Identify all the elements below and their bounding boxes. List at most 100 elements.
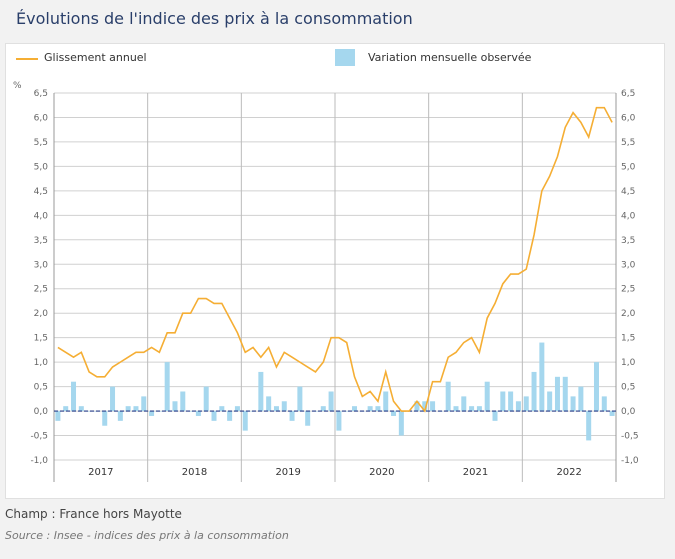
bar-monthly-variation	[289, 411, 295, 421]
legend-bar-swatch	[335, 49, 355, 66]
y-tick-left: 3,0	[34, 260, 49, 270]
bar-monthly-variation	[430, 401, 436, 412]
bar-monthly-variation	[63, 406, 69, 412]
bar-monthly-variation	[328, 391, 334, 412]
y-tick-right: 5,0	[621, 162, 636, 172]
y-tick-left: 2,5	[34, 285, 48, 295]
y-tick-left: -1,0	[30, 456, 48, 466]
y-tick-right: 1,0	[621, 358, 636, 368]
y-tick-left: 0,0	[34, 407, 49, 417]
bar-monthly-variation	[554, 376, 560, 412]
bar-monthly-variation	[78, 406, 84, 412]
y-tick-right: 1,5	[621, 334, 635, 344]
bar-monthly-variation	[110, 386, 116, 412]
y-tick-right: 0,0	[621, 407, 636, 417]
bar-monthly-variation	[117, 411, 123, 421]
y-tick-right: 6,0	[621, 113, 636, 123]
bar-monthly-variation	[547, 391, 553, 412]
bar-monthly-variation	[531, 371, 537, 412]
bar-monthly-variation	[141, 396, 147, 412]
bar-monthly-variation	[601, 396, 607, 412]
bar-monthly-variation	[258, 371, 264, 412]
bar-monthly-variation	[508, 391, 514, 412]
x-tick-year: 2020	[369, 467, 394, 478]
bar-monthly-variation	[320, 406, 326, 412]
chart-svg: 6,5 6,5 6,0 6,0 5,5 5,5 5,0 5,0 4,5 4,5 4,0 4,0 3,5 3…	[13, 81, 639, 482]
bar-monthly-variation	[484, 381, 490, 412]
bar-monthly-variation	[219, 406, 225, 412]
bar-monthly-variation	[492, 411, 498, 421]
legend-line-swatch	[16, 58, 38, 60]
y-tick-right: 5,5	[621, 138, 635, 148]
legend-label-monthly: Variation mensuelle observée	[368, 51, 532, 64]
bar-monthly-variation	[227, 411, 233, 421]
y-tick-left: 5,5	[34, 138, 48, 148]
bar-monthly-variation	[55, 411, 61, 421]
y-tick-right: 4,5	[621, 187, 635, 197]
y-unit-label: %	[13, 81, 22, 91]
scope-note: Champ : France hors Mayotte	[5, 507, 182, 521]
bar-monthly-variation	[281, 401, 287, 412]
bar-monthly-variation	[422, 401, 428, 412]
y-tick-left: 1,5	[34, 334, 48, 344]
bar-monthly-variation	[102, 411, 108, 426]
bar-monthly-variation	[133, 406, 139, 412]
bar-monthly-variation	[344, 411, 350, 412]
y-tick-right: 6,5	[621, 89, 635, 99]
bar-monthly-variation	[125, 406, 131, 412]
y-tick-left: 0,5	[34, 383, 48, 393]
legend-label-annual: Glissement annuel	[44, 51, 147, 64]
bar-monthly-variation	[367, 406, 373, 412]
bar-monthly-variation	[71, 381, 77, 412]
source-note: Source : Insee - indices des prix à la c…	[5, 529, 289, 542]
bar-monthly-variation	[203, 386, 209, 412]
page-title: Évolutions de l'indice des prix à la con…	[16, 9, 413, 28]
bar-monthly-variation	[375, 406, 381, 412]
bar-monthly-variation	[336, 411, 342, 431]
y-tick-left: 6,5	[34, 89, 48, 99]
bar-monthly-variation	[570, 396, 576, 412]
x-tick-year: 2019	[275, 467, 300, 478]
y-tick-left: 2,0	[34, 309, 49, 319]
y-tick-right: 3,5	[621, 236, 635, 246]
bar-monthly-variation	[305, 411, 311, 426]
y-tick-right: 2,0	[621, 309, 636, 319]
y-tick-left: 1,0	[34, 358, 49, 368]
bar-monthly-variation	[234, 406, 240, 412]
bar-monthly-variation	[523, 396, 529, 412]
bar-monthly-variation	[188, 411, 194, 412]
y-tick-left: 4,0	[34, 211, 49, 221]
bar-monthly-variation	[476, 406, 482, 412]
y-tick-right: 4,0	[621, 211, 636, 221]
bar-monthly-variation	[586, 411, 592, 441]
bar-monthly-variation	[414, 401, 420, 412]
bar-monthly-variation	[562, 376, 568, 412]
y-tick-left: 5,0	[34, 162, 49, 172]
line-annual-change	[57, 106, 613, 413]
x-tick-year: 2022	[556, 467, 581, 478]
y-tick-right: -1,0	[621, 456, 639, 466]
bar-monthly-variation	[352, 406, 358, 412]
bar-monthly-variation	[172, 401, 178, 412]
bar-monthly-variation	[515, 401, 521, 412]
y-tick-right: 2,5	[621, 285, 635, 295]
bar-monthly-variation	[242, 411, 248, 431]
bar-monthly-variation	[609, 411, 615, 416]
x-tick-year: 2021	[463, 467, 488, 478]
bar-monthly-variation	[273, 406, 279, 412]
x-tick-year: 2018	[182, 467, 207, 478]
bar-monthly-variation	[445, 381, 451, 412]
bar-monthly-variation	[211, 411, 217, 421]
bar-monthly-variation	[453, 406, 459, 412]
bar-monthly-variation	[500, 391, 506, 412]
y-tick-right: -0,5	[621, 432, 639, 442]
y-tick-left: -0,5	[30, 432, 48, 442]
y-tick-right: 3,0	[621, 260, 636, 270]
bar-monthly-variation	[461, 396, 467, 412]
bar-monthly-variation	[195, 411, 201, 416]
y-tick-left: 6,0	[34, 113, 49, 123]
y-tick-left: 4,5	[34, 187, 48, 197]
bar-monthly-variation	[266, 396, 272, 412]
y-tick-left: 3,5	[34, 236, 48, 246]
bar-monthly-variation	[86, 411, 92, 412]
